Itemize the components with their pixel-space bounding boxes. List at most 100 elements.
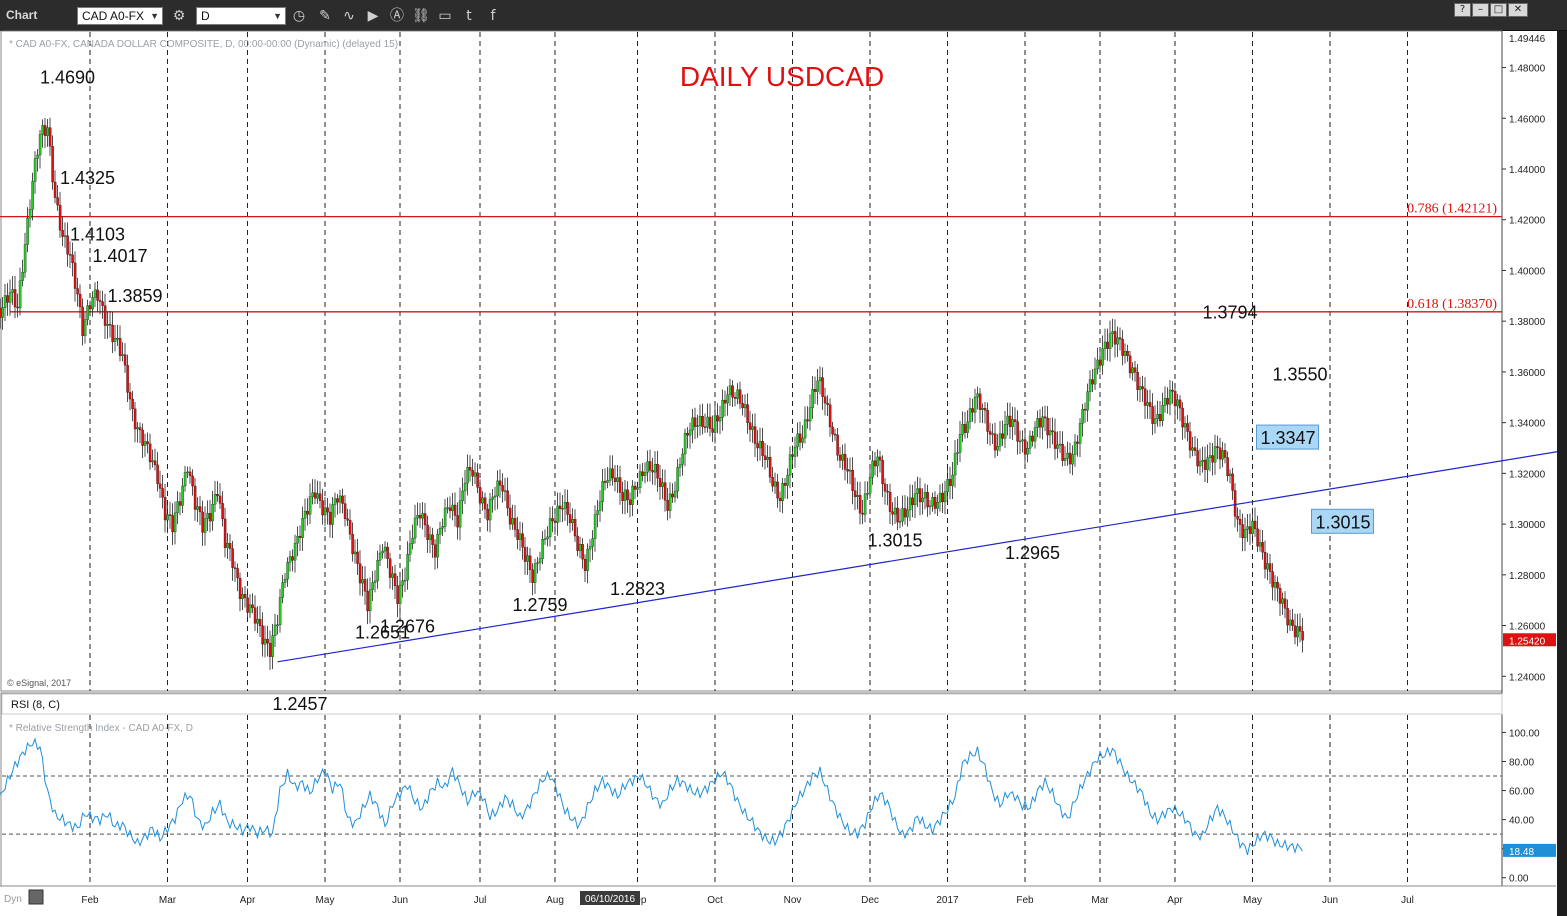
clock-icon[interactable]: ◷ <box>292 8 306 24</box>
fib-label: 0.786 (1.42121) <box>1407 202 1497 217</box>
bear-candle <box>1143 388 1147 406</box>
comment-icon[interactable]: ▭ <box>438 8 452 24</box>
bear-candle <box>748 422 752 430</box>
x-tick-label: Dec <box>861 895 879 906</box>
bear-candle <box>883 483 887 492</box>
bull-candle <box>488 499 492 521</box>
bear-candle <box>853 490 857 498</box>
bull-candle <box>578 544 582 551</box>
bear-candle <box>501 485 504 492</box>
bear-candle <box>456 515 459 528</box>
bull-candle <box>333 498 337 505</box>
bull-candle <box>996 445 999 451</box>
close-button[interactable]: ✕ <box>1508 3 1528 17</box>
bear-candle <box>326 507 329 513</box>
bull-candle <box>226 543 229 548</box>
bear-candle <box>986 410 989 432</box>
bear-candle <box>1023 439 1027 455</box>
y-tick-label: 1.24000 <box>1509 672 1546 683</box>
bull-candle <box>736 389 739 399</box>
bear-candle <box>651 470 654 473</box>
bull-candle <box>936 501 939 509</box>
bull-candle <box>538 558 542 563</box>
alert-icon[interactable]: Ⓐ <box>390 8 404 24</box>
bear-candle <box>98 300 102 302</box>
bull-candle <box>938 492 942 503</box>
bull-candle <box>588 546 592 550</box>
y-tick-label: 1.34000 <box>1509 419 1546 430</box>
bear-candle <box>1286 608 1289 626</box>
y-tick-label: 1.42000 <box>1509 216 1546 227</box>
maximize-button[interactable]: □ <box>1490 3 1507 17</box>
bear-candle <box>1276 582 1279 589</box>
curve-icon[interactable]: ∿ <box>343 8 355 24</box>
bear-candle <box>318 493 322 501</box>
price-annotation: 1.2676 <box>380 616 435 636</box>
chevron-down-icon[interactable]: ▼ <box>273 11 282 21</box>
bull-candle <box>841 453 844 461</box>
bear-candle <box>891 511 894 515</box>
help-button[interactable]: ? <box>1454 3 1471 17</box>
bear-candle <box>831 426 834 435</box>
bull-candle <box>293 542 297 561</box>
chart-header-info: * CAD A0-FX, CANADA DOLLAR COMPOSITE, D,… <box>9 39 398 50</box>
bear-candle <box>633 485 637 490</box>
bear-candle <box>61 229 64 237</box>
link-icon[interactable]: ⛓ <box>412 8 430 24</box>
bear-candle <box>521 533 524 548</box>
bull-candle <box>1146 402 1149 406</box>
bear-candle <box>1113 331 1117 345</box>
bull-candle <box>173 512 177 533</box>
minimize-button[interactable]: – <box>1472 3 1489 17</box>
bear-candle <box>148 443 152 463</box>
chevron-down-icon[interactable]: ▼ <box>150 11 159 21</box>
bear-candle <box>1173 391 1177 407</box>
bull-candle <box>1071 454 1074 465</box>
facebook-icon[interactable]: f <box>490 8 496 24</box>
bull-candle <box>616 477 619 482</box>
bull-candle <box>408 543 412 555</box>
play-icon[interactable]: ▶ <box>367 8 379 24</box>
bull-candle <box>303 510 307 519</box>
bull-candle <box>481 497 484 504</box>
bear-candle <box>1301 631 1304 641</box>
bear-candle <box>76 288 79 295</box>
bull-candle <box>1086 391 1089 411</box>
bull-candle <box>8 292 12 303</box>
bull-candle <box>943 491 947 503</box>
pencil-icon[interactable]: ✎ <box>319 8 331 24</box>
bull-candle <box>678 464 682 468</box>
y-tick-label: 1.30000 <box>1509 520 1546 531</box>
bear-candle <box>13 289 17 308</box>
bull-candle <box>1243 529 1247 539</box>
bull-candle <box>1221 450 1224 460</box>
bull-candle <box>818 377 822 382</box>
x-tick-label: Feb <box>81 895 99 906</box>
bull-candle <box>28 209 32 219</box>
x-tick-label: May <box>316 895 335 906</box>
bull-candle <box>1138 386 1142 390</box>
bull-candle <box>876 456 879 467</box>
interval-input[interactable]: D ▼ <box>196 7 286 25</box>
symbol-input[interactable]: CAD A0-FX ▼ <box>77 7 163 25</box>
settings-icon[interactable]: ⚙ <box>172 8 186 24</box>
x-tick-label: Apr <box>240 895 256 906</box>
bear-candle <box>791 454 794 457</box>
rsi-last-label: 18.48 <box>1509 847 1534 858</box>
twitter-icon[interactable]: t <box>466 8 472 24</box>
bull-candle <box>441 526 444 529</box>
bull-candle <box>921 497 924 503</box>
bear-candle <box>1031 435 1034 442</box>
rsi-y-tick-label: 0.00 <box>1509 874 1529 885</box>
bear-candle <box>43 125 47 136</box>
bull-candle <box>1131 367 1134 374</box>
bull-candle <box>248 604 252 613</box>
bear-candle <box>1148 402 1152 407</box>
bull-candle <box>203 518 207 533</box>
lock-icon[interactable] <box>28 889 44 905</box>
bull-candle <box>1208 455 1212 459</box>
bear-candle <box>476 472 479 488</box>
bear-candle <box>761 440 764 456</box>
bull-candle <box>898 520 902 523</box>
